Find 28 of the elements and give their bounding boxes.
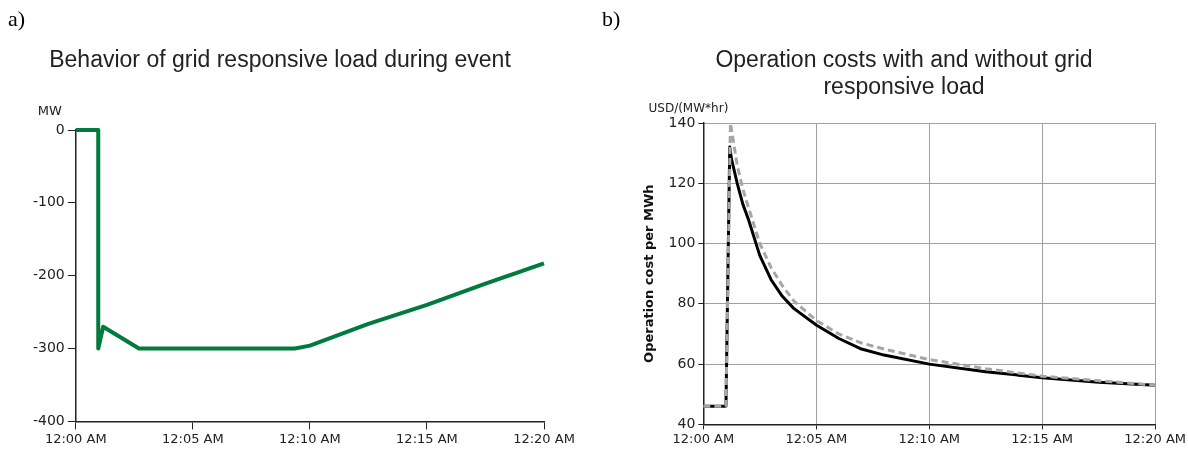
y-axis-title: MW — [37, 102, 62, 118]
text: a) — [8, 6, 26, 32]
y-tick-label: 40 — [677, 415, 696, 432]
x-tick-label: 12:00 AM — [44, 430, 107, 446]
x-tick-label: 12:15 AM — [1011, 430, 1074, 446]
x-tick-label: 12:20 AM — [1124, 430, 1187, 446]
x-tick-label: 12:05 AM — [785, 430, 848, 446]
x-tick-label: 12:10 AM — [898, 430, 961, 446]
y-tick-label: 120 — [668, 173, 696, 190]
y-tick-label: -400 — [32, 412, 65, 429]
x-tick-label: 12:20 AM — [513, 430, 575, 446]
y-tick-label: 80 — [677, 294, 696, 311]
y-tick-label: -300 — [32, 339, 65, 356]
x-tick-label: 12:10 AM — [279, 430, 341, 446]
text: b) — [602, 6, 621, 32]
y-tick-label: 0 — [55, 120, 65, 137]
x-tick-label: 12:05 AM — [161, 430, 224, 446]
x-tick-label: 12:15 AM — [396, 430, 458, 446]
y-tick-label: 140 — [668, 113, 696, 130]
y-tick-label: 100 — [668, 234, 696, 251]
y-tick-label: 60 — [677, 354, 696, 371]
y-tick-label: -200 — [32, 266, 65, 283]
text: USD/(MW*hr) — [648, 101, 729, 116]
y-axis-title: Operation cost per MWh — [641, 184, 657, 363]
chart-title: Operation costs with and without grid responsive load — [714, 46, 1094, 100]
chart-title: Behavior of grid responsive load during event — [48, 46, 512, 73]
x-tick-label: 12:00 AM — [672, 430, 735, 446]
y-tick-label: -100 — [32, 193, 65, 210]
